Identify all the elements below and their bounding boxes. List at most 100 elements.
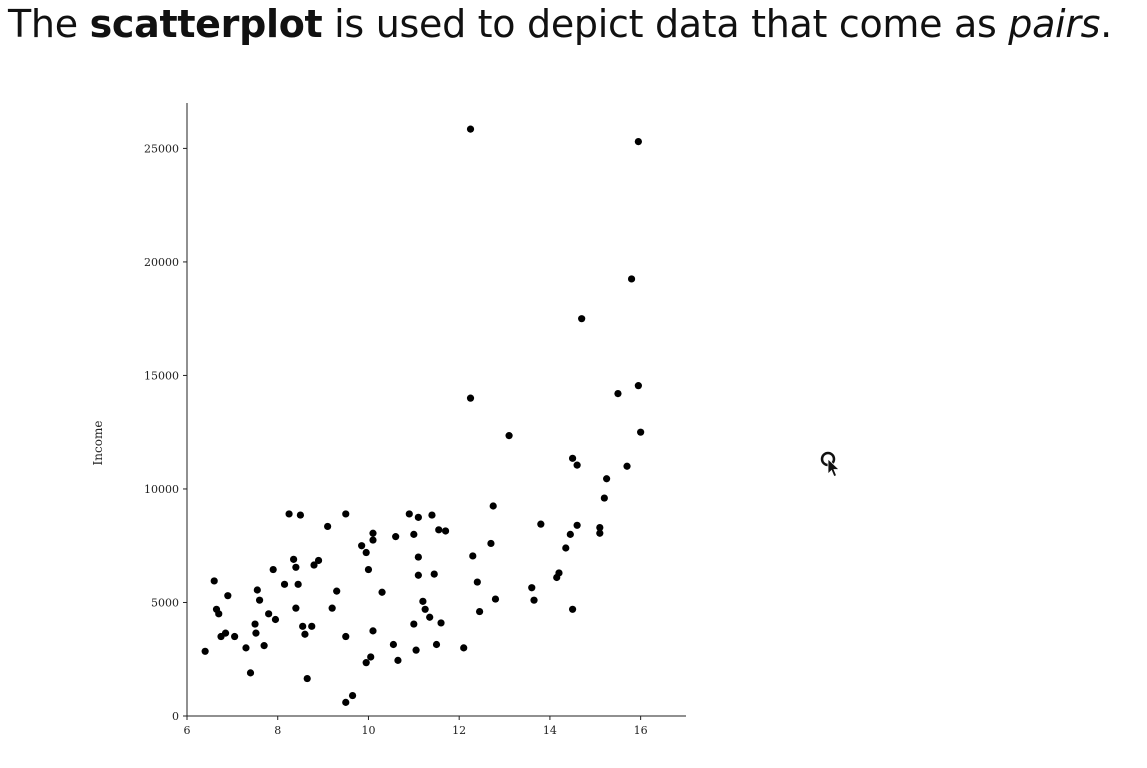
data-point: [280, 580, 289, 588]
data-point: [328, 604, 336, 612]
data-point: [419, 597, 427, 605]
data-point: [596, 529, 604, 537]
data-point: [324, 522, 332, 531]
data-point: [627, 275, 636, 283]
data-point: [252, 629, 260, 637]
data-point: [269, 565, 277, 574]
data-point: [215, 610, 223, 618]
x-tick-label: 14: [543, 724, 557, 737]
data-point: [314, 556, 323, 565]
data-point: [271, 615, 280, 624]
heading-italic-term: pairs: [1008, 2, 1101, 46]
data-point: [255, 596, 264, 604]
data-point: [505, 432, 513, 440]
data-point: [596, 523, 604, 532]
data-point: [362, 548, 370, 557]
y-tick-label: 15000: [144, 369, 179, 382]
x-tick-label: 6: [184, 724, 191, 737]
data-point: [260, 642, 268, 650]
data-point: [421, 605, 429, 613]
data-point: [389, 640, 398, 649]
data-point: [285, 510, 293, 518]
y-tick-label: 0: [172, 710, 179, 723]
data-point: [394, 656, 402, 664]
data-point: [292, 563, 300, 571]
data-point: [435, 526, 443, 534]
data-point: [308, 622, 316, 630]
data-point: [634, 382, 642, 390]
data-point: [246, 669, 255, 677]
data-point: [221, 629, 230, 637]
data-point: [310, 561, 318, 569]
data-point: [369, 536, 377, 544]
data-point: [414, 571, 422, 579]
y-axis-title: Income: [91, 421, 105, 466]
data-point: [634, 137, 642, 146]
data-point: [460, 644, 468, 652]
mouse-pointer-icon: [820, 451, 840, 478]
data-point: [623, 462, 631, 470]
data-point: [600, 494, 608, 502]
data-point: [224, 592, 232, 600]
x-tick-label: 12: [452, 724, 466, 737]
data-point: [466, 125, 475, 133]
data-points: [201, 125, 645, 706]
data-point: [342, 698, 350, 706]
axis-ticks: 6 8 10 12 14 16 0 5000 10000 15000 20000 25000: [144, 142, 648, 737]
data-point: [242, 644, 250, 652]
data-point: [614, 390, 622, 398]
data-point: [410, 530, 418, 538]
data-point: [265, 610, 273, 618]
heading-text-end: .: [1100, 2, 1112, 46]
data-point: [414, 553, 422, 561]
x-tick-label: 8: [274, 724, 281, 737]
data-point: [290, 555, 298, 563]
data-point: [568, 605, 577, 613]
data-point: [637, 428, 645, 436]
x-tick-label: 10: [361, 724, 375, 737]
data-point: [369, 627, 377, 635]
data-point: [528, 584, 536, 592]
data-point: [466, 394, 475, 402]
data-point: [333, 587, 341, 595]
data-point: [573, 521, 581, 529]
data-point: [342, 632, 350, 641]
data-point: [562, 544, 570, 552]
data-point: [301, 630, 309, 638]
data-point: [210, 577, 218, 585]
data-point: [430, 570, 438, 578]
data-point: [530, 596, 538, 604]
data-point: [201, 647, 209, 655]
slide-heading: The scatterplot is used to depict data t…: [8, 2, 1112, 46]
data-point: [362, 659, 370, 667]
data-point: [253, 586, 261, 594]
x-tick-label: 16: [634, 724, 648, 737]
data-point: [369, 529, 377, 537]
data-point: [568, 454, 577, 462]
y-tick-label: 10000: [144, 483, 179, 496]
data-point: [303, 674, 311, 683]
data-point: [378, 588, 386, 596]
heading-text-middle: is used to depict data that come as: [322, 2, 1009, 46]
y-tick-label: 20000: [144, 256, 179, 269]
data-point: [555, 569, 563, 577]
data-point: [573, 461, 581, 469]
data-point: [294, 580, 302, 588]
data-point: [251, 620, 259, 628]
data-point: [412, 646, 420, 654]
data-point: [441, 527, 450, 535]
data-point: [473, 578, 481, 586]
data-point: [392, 533, 400, 541]
y-tick-label: 25000: [144, 142, 179, 155]
data-point: [364, 565, 373, 574]
data-point: [489, 502, 497, 510]
y-tick-label: 5000: [151, 596, 179, 609]
data-point: [469, 552, 477, 560]
data-point: [342, 510, 350, 518]
data-point: [603, 475, 611, 483]
heading-text-start: The: [8, 2, 90, 46]
data-point: [428, 511, 436, 519]
data-point: [437, 619, 445, 627]
data-point: [578, 315, 586, 323]
data-point: [491, 595, 500, 603]
